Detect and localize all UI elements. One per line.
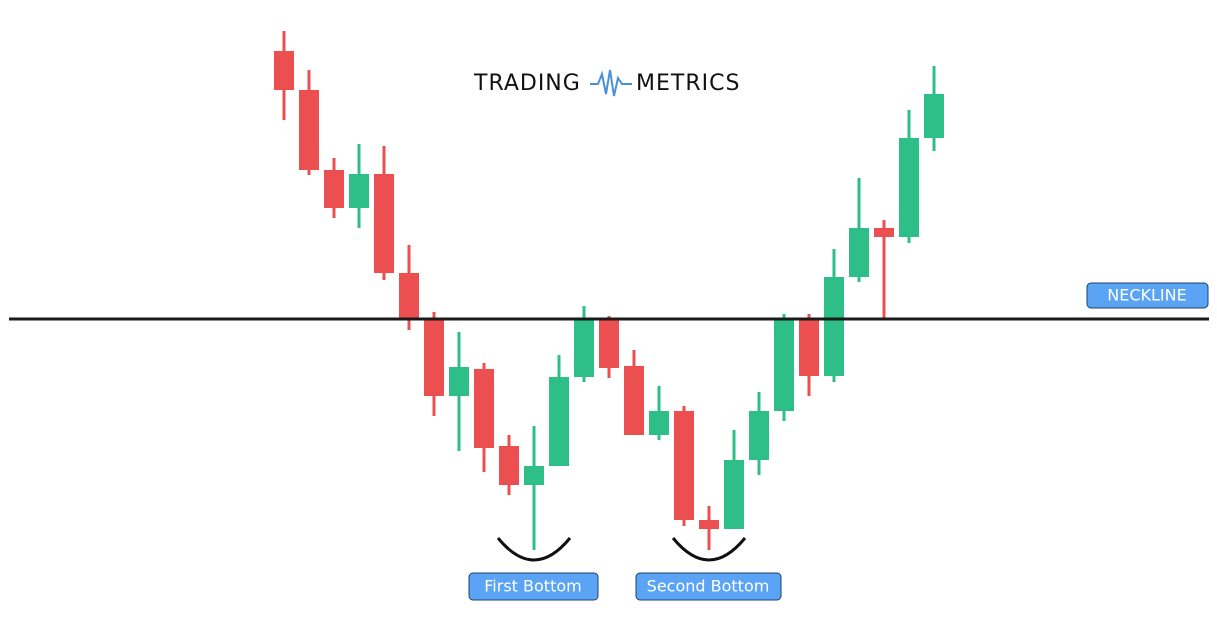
logo-icon	[590, 69, 632, 97]
candle-body	[299, 90, 319, 170]
candle-body	[324, 170, 344, 208]
neckline-label: NECKLINE	[1107, 286, 1186, 305]
logo-left: TRADING	[473, 71, 581, 96]
neckline-box	[1086, 282, 1209, 309]
candle-body	[499, 446, 519, 485]
candle-body	[674, 411, 694, 520]
candle-body	[374, 174, 394, 273]
candle-body	[624, 366, 644, 435]
candle-body	[599, 320, 619, 368]
annotation-box	[468, 572, 599, 601]
candle-body	[849, 228, 869, 277]
candle-body	[399, 273, 419, 318]
candle-body	[874, 228, 894, 237]
annotation-box	[635, 572, 782, 601]
candle-body	[799, 320, 819, 376]
annotation: First Bottom	[484, 577, 581, 596]
candle-body	[549, 377, 569, 466]
candle-body	[699, 520, 719, 529]
annotation: Second Bottom	[647, 577, 770, 596]
candle-body	[424, 320, 444, 396]
logo-right: METRICS	[636, 71, 740, 96]
candle-body	[774, 320, 794, 411]
candle-body	[724, 460, 744, 529]
candle-body	[824, 277, 844, 376]
candle-body	[449, 367, 469, 396]
candle-body	[649, 411, 669, 435]
candle-body	[349, 174, 369, 208]
candle-body	[749, 411, 769, 460]
candle-body	[274, 51, 294, 90]
bottom-arc	[671, 537, 747, 562]
candle-body	[574, 320, 594, 377]
candle-body	[474, 369, 494, 448]
bottom-arc	[496, 537, 572, 562]
candle-body	[899, 138, 919, 237]
candle-body	[924, 94, 944, 138]
candle-body	[524, 466, 544, 485]
